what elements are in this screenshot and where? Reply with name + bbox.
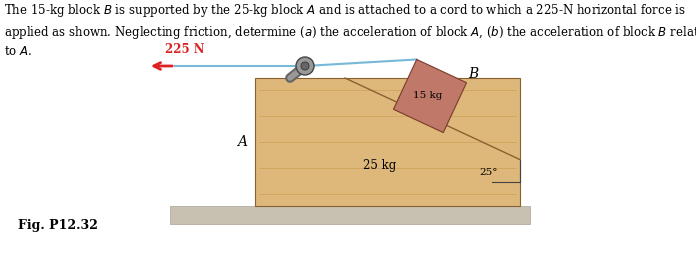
- Text: B: B: [468, 67, 478, 81]
- Text: 25°: 25°: [480, 168, 498, 177]
- Circle shape: [296, 57, 314, 75]
- Circle shape: [301, 62, 309, 70]
- Text: The 15-kg block $B$ is supported by the 25-kg block $A$ and is attached to a cor: The 15-kg block $B$ is supported by the …: [4, 2, 696, 58]
- Bar: [170, 206, 530, 224]
- Text: 225 N: 225 N: [165, 43, 205, 56]
- Bar: [255, 78, 520, 206]
- Text: A: A: [237, 135, 247, 149]
- Text: Fig. P12.32: Fig. P12.32: [18, 219, 98, 232]
- Text: 25 kg: 25 kg: [363, 158, 396, 171]
- Polygon shape: [393, 59, 466, 133]
- Text: 15 kg: 15 kg: [413, 91, 443, 101]
